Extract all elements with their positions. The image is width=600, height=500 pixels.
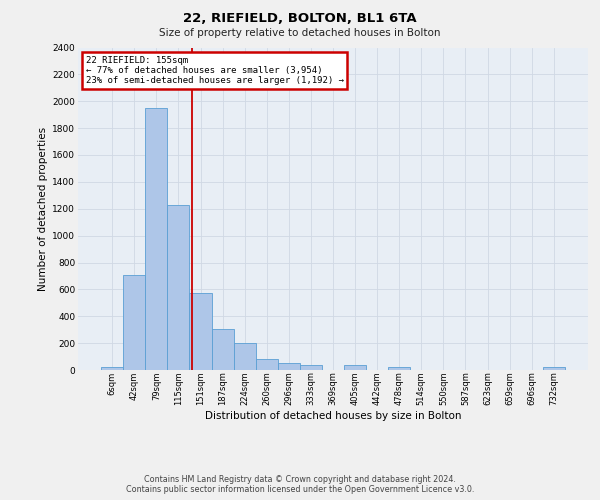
Text: Contains HM Land Registry data © Crown copyright and database right 2024.
Contai: Contains HM Land Registry data © Crown c… — [126, 474, 474, 494]
Bar — [123, 274, 145, 370]
Bar — [256, 358, 278, 370]
Bar — [388, 368, 410, 370]
Text: 22 RIEFIELD: 155sqm
← 77% of detached houses are smaller (3,954)
23% of semi-det: 22 RIEFIELD: 155sqm ← 77% of detached ho… — [86, 56, 344, 86]
Bar — [344, 364, 366, 370]
Bar — [543, 368, 565, 370]
X-axis label: Distribution of detached houses by size in Bolton: Distribution of detached houses by size … — [205, 411, 461, 421]
Bar — [167, 204, 190, 370]
Text: 22, RIEFIELD, BOLTON, BL1 6TA: 22, RIEFIELD, BOLTON, BL1 6TA — [183, 12, 417, 26]
Bar — [212, 329, 233, 370]
Bar — [278, 364, 300, 370]
Bar — [300, 366, 322, 370]
Text: Size of property relative to detached houses in Bolton: Size of property relative to detached ho… — [159, 28, 441, 38]
Y-axis label: Number of detached properties: Number of detached properties — [38, 126, 48, 291]
Bar — [233, 343, 256, 370]
Bar — [190, 292, 212, 370]
Bar — [101, 368, 123, 370]
Bar — [145, 108, 167, 370]
